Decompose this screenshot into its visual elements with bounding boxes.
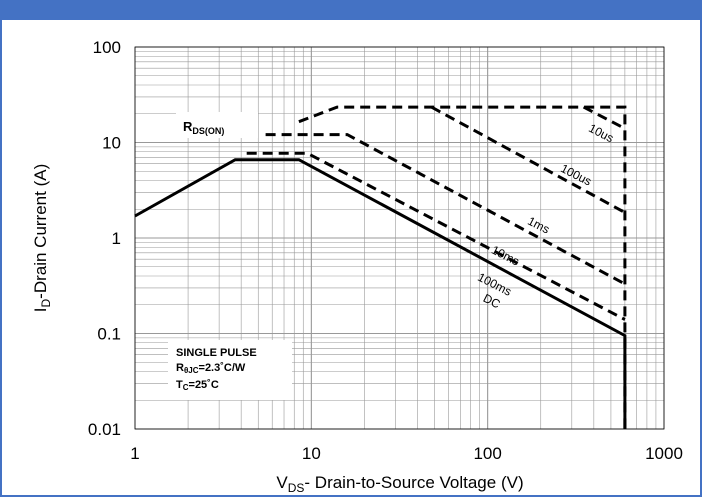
x-tick-label: 1000 xyxy=(645,444,683,463)
y-tick-label: 1 xyxy=(112,229,121,248)
info-box-line3-rest: =25˚C xyxy=(189,379,219,391)
rds-on-label: RDS(ON) xyxy=(183,119,224,136)
y-axis-label-main: I xyxy=(31,308,50,313)
rds-label-background xyxy=(176,112,258,138)
info-box-line2-rest: =2.3˚C/W xyxy=(199,362,246,374)
info-box-line2: RθJC=2.3˚C/W xyxy=(176,362,246,375)
rds-label-main: R xyxy=(183,119,193,134)
y-tick-label: 10 xyxy=(102,134,121,153)
y-tick-label: 0.1 xyxy=(97,325,121,344)
curve-label-10us: 10us xyxy=(586,121,616,145)
x-axis-label: VDS- Drain-to-Source Voltage (V) xyxy=(276,473,523,495)
info-box-line2-sub: θJC xyxy=(184,366,199,375)
info-box-line1: SINGLE PULSE xyxy=(176,347,257,359)
info-box-line2-main: R xyxy=(176,362,184,374)
info-box: SINGLE PULSE RθJC=2.3˚C/W TC=25˚C xyxy=(168,340,292,400)
x-tick-label: 100 xyxy=(473,444,501,463)
series-100us-line xyxy=(430,105,626,214)
series-group xyxy=(134,105,627,429)
y-tick-label: 0.01 xyxy=(88,420,121,439)
tick-labels: 1 10 100 1000 100 10 1 0.1 0.01 xyxy=(88,38,683,463)
info-box-background xyxy=(168,340,292,400)
x-tick-label: 1 xyxy=(130,444,139,463)
series-1ms-line xyxy=(298,105,627,429)
series-10us-line xyxy=(582,105,626,130)
y-axis-label-rest: -Drain Current (A) xyxy=(31,164,50,299)
x-axis-label-rest: - Drain-to-Source Voltage (V) xyxy=(304,473,523,492)
x-tick-label: 10 xyxy=(302,444,321,463)
y-axis-label: ID-Drain Current (A) xyxy=(31,164,53,313)
x-axis-label-main: V xyxy=(276,473,288,492)
x-axis-label-sub: DS xyxy=(288,481,305,495)
rds-label-sub: DS(ON) xyxy=(192,126,224,136)
series-10ms-line xyxy=(265,133,626,286)
series-100ms-line xyxy=(246,151,626,321)
series-DC-line xyxy=(134,158,627,429)
y-tick-label: 100 xyxy=(93,38,121,57)
info-box-line3-main: T xyxy=(176,379,183,391)
title-bar xyxy=(0,0,702,20)
info-box-line3-sub: C xyxy=(183,383,189,392)
rds-on-label-group: RDS(ON) xyxy=(176,112,258,138)
info-box-line3: TC=25˚C xyxy=(176,379,219,392)
plot-border xyxy=(134,46,665,430)
y-axis-label-sub: D xyxy=(39,299,53,308)
